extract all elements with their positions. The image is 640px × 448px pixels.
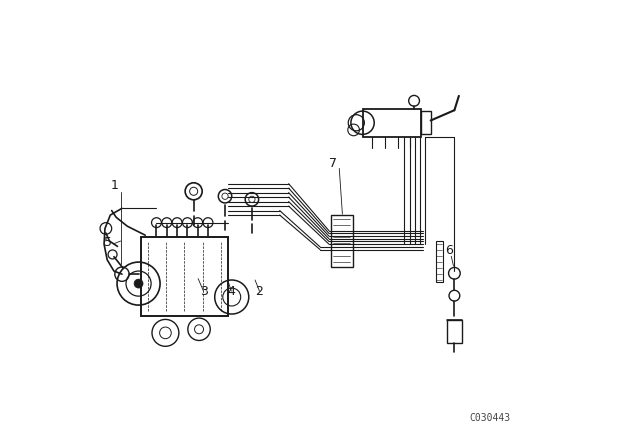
Bar — [332, 215, 353, 267]
Bar — [436, 241, 443, 282]
Bar — [421, 111, 431, 134]
Text: C030443: C030443 — [470, 413, 511, 423]
Text: 6: 6 — [445, 245, 453, 258]
Circle shape — [134, 279, 143, 288]
Bar — [362, 109, 421, 137]
Text: 4: 4 — [227, 285, 236, 298]
Text: 3: 3 — [200, 285, 207, 298]
Text: 5: 5 — [104, 236, 112, 249]
Text: 7: 7 — [330, 157, 337, 170]
Bar — [447, 320, 461, 343]
Text: 2: 2 — [255, 285, 264, 298]
Text: 1: 1 — [111, 179, 119, 192]
Bar — [141, 237, 228, 316]
